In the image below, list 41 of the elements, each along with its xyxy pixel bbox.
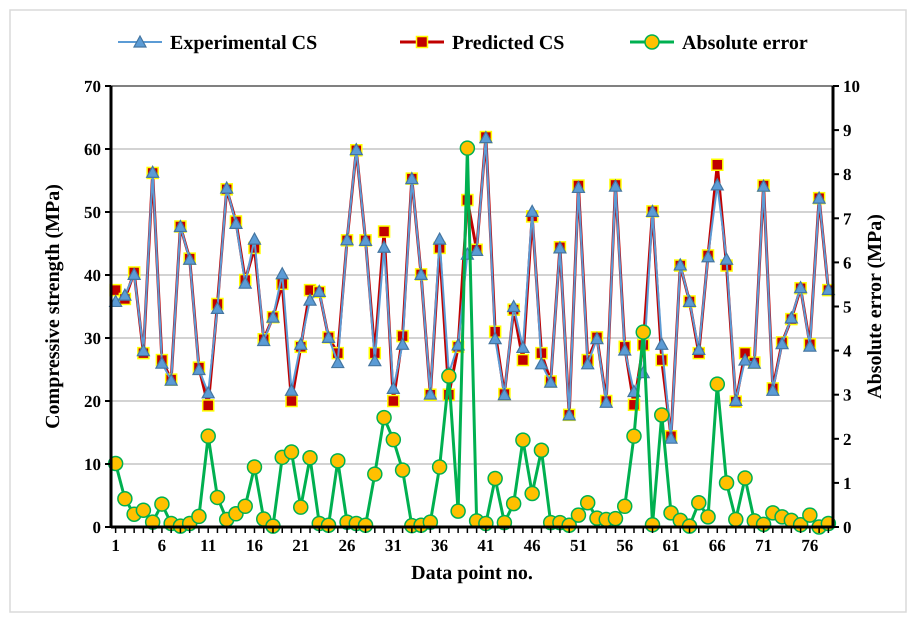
y2-tick-label: 1 — [843, 474, 852, 493]
y2-tick-label: 10 — [843, 76, 860, 96]
x-tick-label: 56 — [616, 536, 634, 555]
x-tick-label: 41 — [477, 536, 494, 555]
y2-tick-label: 5 — [843, 297, 852, 316]
y-tick-label: 0 — [92, 518, 101, 537]
y2-tick-label: 7 — [843, 209, 852, 228]
x-tick-label: 61 — [662, 536, 680, 555]
x-tick-label: 76 — [801, 536, 818, 555]
legend-label: Absolute error — [682, 32, 808, 54]
y2-tick-label: 8 — [843, 165, 852, 184]
legend-label: Predicted CS — [452, 32, 564, 54]
x-tick-label: 31 — [384, 536, 402, 555]
x-tick-label: 26 — [338, 536, 356, 555]
y2-tick-label: 0 — [843, 518, 852, 537]
x-tick-label: 6 — [158, 536, 166, 555]
y2-tick-label: 4 — [843, 342, 852, 361]
x-tick-label: 11 — [200, 536, 216, 555]
x-tick-label: 21 — [292, 536, 310, 555]
y2-tick-label: 2 — [843, 430, 852, 449]
x-tick-label: 16 — [246, 536, 263, 555]
y-tick-label: 40 — [84, 266, 101, 285]
x-axis-title: Data point no. — [411, 562, 533, 584]
y2-tick-label: 3 — [843, 386, 852, 405]
x-tick-label: 71 — [755, 536, 772, 555]
legend-label: Experimental CS — [170, 32, 318, 54]
y2-tick-label: 9 — [843, 121, 852, 140]
y-tick-label: 20 — [84, 392, 101, 411]
y2-axis-title: Absolute error (MPa) — [864, 214, 886, 399]
x-tick-label: 36 — [431, 536, 448, 555]
y-tick-label: 30 — [84, 328, 101, 348]
x-tick-label: 51 — [570, 536, 587, 555]
y-axis-title: Compressive strength (MPa) — [42, 184, 64, 429]
y-tick-label: 50 — [84, 202, 101, 222]
y-tick-label: 60 — [84, 140, 101, 159]
x-tick-label: 1 — [111, 536, 120, 555]
y-tick-label: 70 — [84, 76, 101, 96]
y-tick-label: 10 — [84, 454, 101, 474]
x-tick-label: 46 — [524, 536, 541, 555]
y2-tick-label: 6 — [843, 253, 852, 272]
x-tick-label: 66 — [708, 536, 726, 555]
